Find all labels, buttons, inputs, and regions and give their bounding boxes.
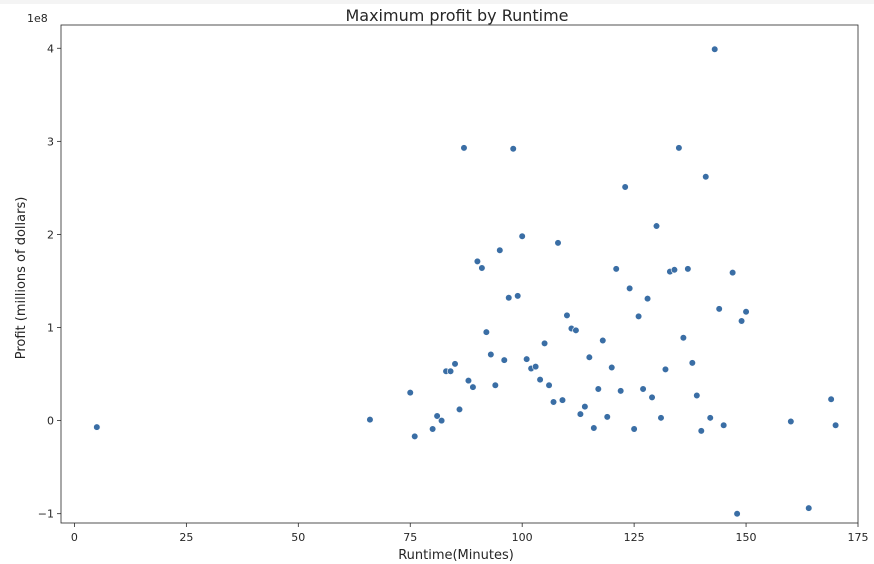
data-point xyxy=(558,396,567,404)
x-tick-label: 25 xyxy=(179,531,193,544)
data-point xyxy=(563,311,571,320)
data-point xyxy=(478,264,486,272)
data-point xyxy=(406,389,414,397)
data-point xyxy=(366,416,374,424)
data-point xyxy=(523,355,531,363)
data-point xyxy=(549,398,558,406)
data-point xyxy=(514,292,522,300)
data-point xyxy=(612,265,620,273)
data-point xyxy=(827,395,835,403)
data-point xyxy=(411,432,419,441)
data-point xyxy=(429,425,437,433)
data-point xyxy=(433,412,441,420)
data-point xyxy=(545,381,553,389)
data-points xyxy=(93,45,840,518)
data-point xyxy=(532,363,540,371)
data-point xyxy=(446,367,455,375)
data-point xyxy=(554,239,562,247)
y-tick-label: 0 xyxy=(47,415,54,428)
data-point xyxy=(688,359,696,367)
data-point xyxy=(536,376,544,384)
data-point xyxy=(670,266,679,274)
data-point xyxy=(643,295,652,303)
data-point xyxy=(697,427,705,435)
data-point xyxy=(455,405,464,414)
data-point xyxy=(608,363,616,372)
data-point xyxy=(617,387,625,395)
y-offset-label: 1e8 xyxy=(27,12,48,25)
data-point xyxy=(572,326,580,334)
y-tick-label: 4 xyxy=(47,42,54,55)
data-point xyxy=(491,381,499,389)
data-point xyxy=(487,350,495,359)
x-tick-label: 0 xyxy=(71,531,78,544)
data-point xyxy=(585,353,593,361)
data-point xyxy=(715,305,723,313)
data-point xyxy=(451,360,459,368)
top-bar xyxy=(0,0,874,4)
data-point xyxy=(626,284,634,293)
x-tick-label: 100 xyxy=(512,531,533,544)
data-point xyxy=(657,414,665,422)
data-point xyxy=(594,385,602,393)
data-point xyxy=(733,510,741,518)
x-tick-label: 175 xyxy=(848,531,869,544)
data-point xyxy=(787,417,795,426)
data-point xyxy=(482,328,490,336)
data-point xyxy=(729,269,737,277)
x-axis-label: Runtime(Minutes) xyxy=(398,548,514,563)
data-point xyxy=(675,144,683,152)
x-tick-label: 75 xyxy=(403,531,417,544)
x-tick-label: 50 xyxy=(291,531,305,544)
data-point xyxy=(661,365,670,374)
data-point xyxy=(93,423,101,431)
data-point xyxy=(805,504,813,512)
data-point xyxy=(540,339,549,347)
data-point xyxy=(518,232,526,240)
data-point xyxy=(509,145,517,153)
y-axis-ticks: −1 0 1 2 3 4 xyxy=(38,42,61,521)
x-tick-label: 150 xyxy=(736,531,757,544)
data-point xyxy=(711,45,719,53)
data-point xyxy=(621,183,629,191)
data-point xyxy=(581,403,589,411)
data-point xyxy=(473,257,482,266)
data-point xyxy=(500,356,508,364)
data-point xyxy=(635,312,643,320)
data-point xyxy=(505,294,513,302)
data-point xyxy=(679,334,687,342)
data-point xyxy=(464,376,473,385)
data-point xyxy=(630,425,638,433)
data-point xyxy=(652,222,661,230)
x-axis-ticks: 0 25 50 75 100 125 150 175 xyxy=(71,523,869,544)
y-tick-label: −1 xyxy=(38,508,54,521)
data-point xyxy=(576,410,584,418)
data-point xyxy=(496,246,504,254)
y-tick-label: 2 xyxy=(47,228,54,241)
data-point xyxy=(742,308,750,316)
data-point xyxy=(702,173,710,181)
data-point xyxy=(590,424,598,432)
data-point xyxy=(599,336,607,345)
y-axis-label: Profit (millions of dollars) xyxy=(14,197,29,360)
chart-title: Maximum profit by Runtime xyxy=(345,6,568,25)
data-point xyxy=(603,413,611,421)
data-point xyxy=(648,393,656,401)
data-point xyxy=(693,391,701,400)
data-point xyxy=(832,421,840,429)
data-point xyxy=(720,421,728,429)
y-tick-label: 1 xyxy=(47,322,54,335)
y-tick-label: 3 xyxy=(47,135,54,148)
data-point xyxy=(469,383,477,391)
data-point xyxy=(639,385,647,393)
data-point xyxy=(684,265,692,273)
data-point xyxy=(737,317,746,325)
x-tick-label: 125 xyxy=(624,531,645,544)
data-point xyxy=(437,417,446,425)
plot-frame xyxy=(60,24,859,524)
data-point xyxy=(706,414,714,422)
data-point xyxy=(460,144,468,152)
